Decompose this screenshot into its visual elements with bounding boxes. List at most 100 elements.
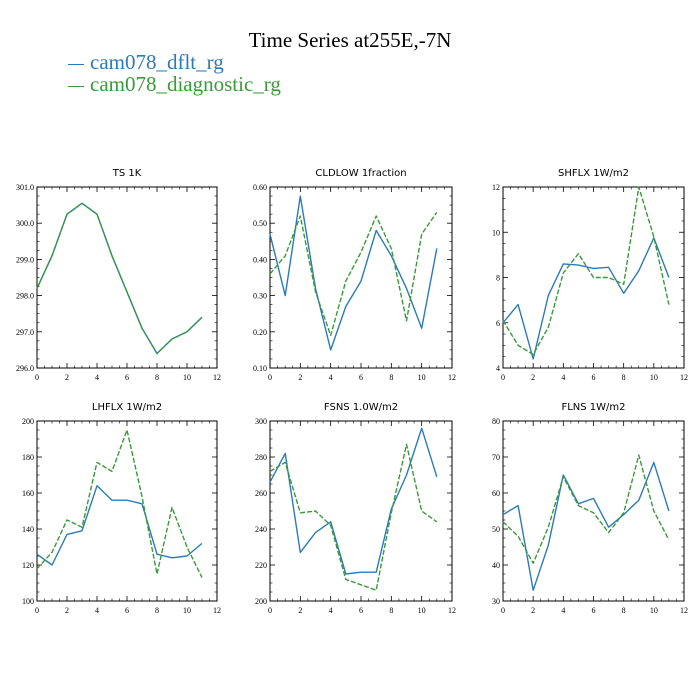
x-tick-label: 2 xyxy=(531,606,535,615)
series-line-diagnostic xyxy=(502,186,670,356)
series-line-dflt xyxy=(36,202,203,355)
series-line-dflt xyxy=(269,427,438,575)
panel-3: SHFLX 1W/m2 0 2 4 6 8 10 12 4 6 8 10 12 xyxy=(492,168,688,382)
y-tick-label: 300.0 xyxy=(16,219,34,228)
x-tick-label: 12 xyxy=(680,373,688,382)
panel-5: FSNS 1.0W/m2 0 2 4 6 8 10 12 200 220 240 260 280 300 xyxy=(255,402,456,615)
plot-frame xyxy=(36,186,218,369)
x-tick-label: 6 xyxy=(592,606,596,615)
x-tick-label: 4 xyxy=(329,606,333,615)
panel-2: CLDLOW 1fraction 0 2 4 6 8 10 12 0.10 0.20 0.30 0.4… xyxy=(253,168,456,382)
x-tick-label: 6 xyxy=(592,373,596,382)
plot-frame xyxy=(269,420,453,602)
legend-entry-1: cam078_dflt_rg xyxy=(68,50,224,75)
y-tick-label: 12 xyxy=(492,183,500,192)
x-tick-label: 6 xyxy=(359,606,363,615)
x-tick-label: 0 xyxy=(268,373,272,382)
y-tick-label: 299.0 xyxy=(16,255,34,264)
x-tick-label: 8 xyxy=(155,373,159,382)
y-tick-label: 200 xyxy=(22,417,34,426)
y-tick-label: 240 xyxy=(255,525,267,534)
figure-title: Time Series at255E,-7N xyxy=(248,28,452,52)
y-tick-label: 4 xyxy=(496,364,500,373)
y-tick-label: 260 xyxy=(255,489,267,498)
y-tick-label: 297.0 xyxy=(16,328,34,337)
x-tick-label: 2 xyxy=(298,373,302,382)
series-line-dflt xyxy=(36,485,203,566)
x-tick-label: 12 xyxy=(448,606,456,615)
series-line-diagnostic xyxy=(269,211,438,337)
plot-frame xyxy=(36,420,218,602)
x-tick-label: 12 xyxy=(680,606,688,615)
panel-title: LHFLX 1W/m2 xyxy=(92,402,162,413)
y-tick-label: 60 xyxy=(492,489,500,498)
x-tick-label: 0 xyxy=(35,373,39,382)
x-tick-label: 10 xyxy=(650,373,658,382)
series-line-diagnostic xyxy=(502,454,670,564)
y-tick-label: 0.20 xyxy=(253,328,267,337)
panel-title: SHFLX 1W/m2 xyxy=(558,168,629,179)
x-tick-label: 10 xyxy=(418,373,426,382)
y-tick-label: 80 xyxy=(492,417,500,426)
x-tick-label: 2 xyxy=(531,373,535,382)
y-tick-label: 296.0 xyxy=(16,364,34,373)
y-tick-label: 301.0 xyxy=(16,183,34,192)
panel-title: TS 1K xyxy=(112,168,142,179)
x-tick-label: 12 xyxy=(448,373,456,382)
x-tick-label: 0 xyxy=(35,606,39,615)
y-tick-label: 298.0 xyxy=(16,292,34,301)
panel-title: FLNS 1W/m2 xyxy=(561,402,625,413)
series-line-dflt xyxy=(502,461,670,591)
series-line-diagnostic xyxy=(36,429,203,578)
panel-6: FLNS 1W/m2 0 2 4 6 8 10 12 30 40 50 60 70 80 xyxy=(492,402,688,615)
y-tick-label: 100 xyxy=(22,597,34,606)
y-tick-label: 0.30 xyxy=(253,292,267,301)
y-tick-label: 0.10 xyxy=(253,364,267,373)
y-tick-label: 180 xyxy=(22,453,34,462)
x-tick-label: 8 xyxy=(389,606,393,615)
x-tick-label: 10 xyxy=(650,606,658,615)
y-tick-label: 120 xyxy=(22,561,34,570)
y-tick-label: 200 xyxy=(255,597,267,606)
x-tick-label: 6 xyxy=(125,373,129,382)
x-tick-label: 12 xyxy=(213,606,221,615)
y-tick-label: 220 xyxy=(255,561,267,570)
y-tick-label: 50 xyxy=(492,525,500,534)
x-tick-label: 8 xyxy=(155,606,159,615)
y-tick-label: 300 xyxy=(255,417,267,426)
legend-label-2: cam078_diagnostic_rg xyxy=(90,72,281,96)
x-tick-label: 0 xyxy=(501,606,505,615)
y-tick-label: 40 xyxy=(492,561,500,570)
x-tick-label: 2 xyxy=(298,606,302,615)
x-tick-label: 10 xyxy=(183,606,191,615)
y-tick-label: 10 xyxy=(492,228,500,237)
legend-swatch-2 xyxy=(68,85,84,87)
x-tick-label: 0 xyxy=(501,373,505,382)
legend-entry-2: cam078_diagnostic_rg xyxy=(68,72,281,97)
x-tick-label: 8 xyxy=(389,373,393,382)
y-tick-label: 280 xyxy=(255,453,267,462)
x-tick-label: 4 xyxy=(95,373,99,382)
y-tick-label: 0.50 xyxy=(253,219,267,228)
x-tick-label: 8 xyxy=(622,373,626,382)
x-tick-label: 6 xyxy=(359,373,363,382)
panel-4: LHFLX 1W/m2 0 2 4 6 8 10 12 100 120 140 160 180 200 xyxy=(22,402,221,615)
y-tick-label: 140 xyxy=(22,525,34,534)
x-tick-label: 4 xyxy=(561,606,565,615)
x-tick-label: 0 xyxy=(268,606,272,615)
x-tick-label: 12 xyxy=(213,373,221,382)
y-tick-label: 8 xyxy=(496,274,500,283)
y-tick-label: 30 xyxy=(492,597,500,606)
y-tick-label: 6 xyxy=(496,319,500,328)
x-tick-label: 2 xyxy=(65,606,69,615)
panel-1: TS 1K 0 2 4 6 8 10 12 296.0 297.0 298.0 299.0 300.0 3… xyxy=(16,168,221,382)
x-tick-label: 6 xyxy=(125,606,129,615)
x-tick-label: 2 xyxy=(65,373,69,382)
x-tick-label: 8 xyxy=(622,606,626,615)
y-tick-label: 160 xyxy=(22,489,34,498)
y-tick-label: 0.40 xyxy=(253,255,267,264)
series-line-dflt xyxy=(502,237,670,360)
x-tick-label: 4 xyxy=(95,606,99,615)
x-tick-label: 4 xyxy=(561,373,565,382)
